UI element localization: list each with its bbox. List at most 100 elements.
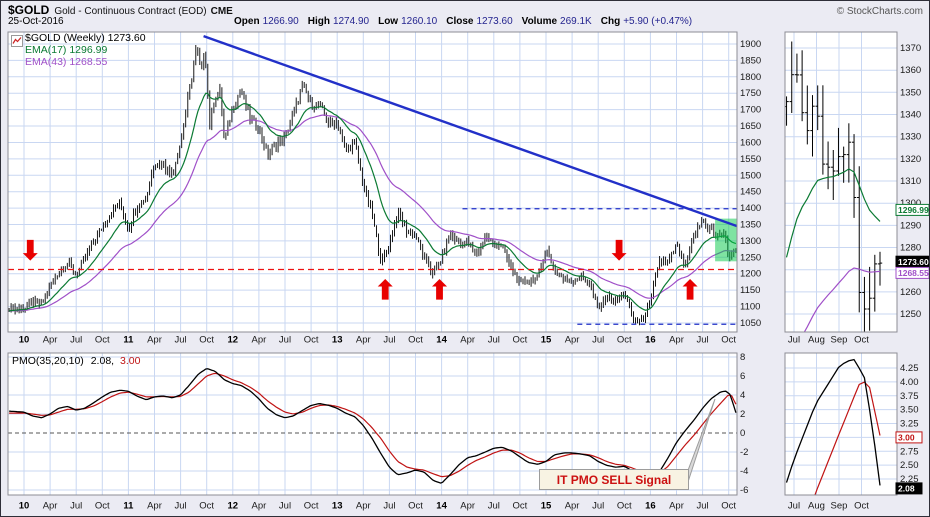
svg-text:2.25: 2.25 — [900, 474, 919, 485]
up-arrow — [682, 278, 698, 300]
down-trendline — [203, 34, 737, 228]
svg-text:0: 0 — [740, 428, 745, 439]
svg-text:Jul: Jul — [383, 335, 395, 346]
price-tag — [895, 203, 929, 216]
svg-text:10: 10 — [19, 501, 30, 512]
svg-text:Oct: Oct — [513, 501, 528, 512]
svg-text:10: 10 — [19, 335, 30, 346]
quote-value-volume: 269.1K — [560, 16, 592, 27]
svg-text:Jul: Jul — [488, 501, 500, 512]
svg-text:Apr: Apr — [460, 335, 475, 346]
svg-text:1260: 1260 — [900, 287, 921, 298]
ema43-line — [9, 114, 736, 312]
svg-text:Jul: Jul — [788, 335, 800, 346]
down-arrow — [22, 239, 38, 261]
svg-text:1280: 1280 — [900, 243, 921, 254]
svg-text:1330: 1330 — [900, 132, 921, 143]
quote-date: 25-Oct-2016 — [8, 16, 64, 27]
symbol: $GOLD — [8, 3, 50, 17]
svg-text:Apr: Apr — [565, 501, 580, 512]
up-arrow — [377, 278, 393, 300]
inset-price-bars — [785, 41, 883, 332]
svg-text:1340: 1340 — [900, 110, 921, 121]
pmo-signal-value: 3.00 — [120, 355, 141, 367]
exchange: CME — [210, 6, 233, 17]
svg-text:1050: 1050 — [740, 318, 761, 329]
svg-text:Oct: Oct — [513, 335, 528, 346]
svg-text:1100: 1100 — [740, 302, 760, 313]
svg-text:8: 8 — [740, 352, 745, 363]
svg-text:2: 2 — [740, 409, 745, 420]
svg-text:3.75: 3.75 — [900, 391, 919, 402]
svg-text:2.50: 2.50 — [900, 460, 919, 471]
svg-text:Oct: Oct — [617, 335, 632, 346]
svg-text:3.00: 3.00 — [898, 433, 915, 443]
gridlines — [8, 32, 897, 495]
svg-text:13: 13 — [332, 501, 343, 512]
quote-value-chg: +5.90 (+0.47%) — [623, 16, 693, 27]
quote-bar: 25-Oct-2016 Open 1266.90 High 1274.90 Lo… — [8, 16, 701, 28]
svg-text:1300: 1300 — [900, 198, 921, 209]
svg-text:-4: -4 — [740, 466, 748, 477]
svg-text:Apr: Apr — [147, 501, 162, 512]
svg-text:Oct: Oct — [199, 501, 214, 512]
svg-text:Apr: Apr — [43, 501, 58, 512]
inset-pmo-signal-line — [814, 381, 881, 495]
inset-ema43-line — [803, 267, 881, 332]
svg-text:Apr: Apr — [252, 501, 267, 512]
quote-label-open: Open — [234, 16, 260, 27]
svg-text:1800: 1800 — [740, 72, 761, 83]
inset-ema17-line — [785, 168, 881, 258]
svg-text:1350: 1350 — [740, 220, 761, 231]
symbol-description: Gold - Continuous Contract (EOD) — [54, 6, 207, 17]
svg-text:Aug: Aug — [808, 335, 825, 346]
panel-frame — [784, 352, 898, 496]
svg-text:Apr: Apr — [43, 335, 58, 346]
svg-text:1650: 1650 — [740, 121, 761, 132]
quote-label-high: High — [307, 16, 330, 27]
price-tag — [895, 482, 923, 495]
svg-text:Apr: Apr — [565, 335, 580, 346]
svg-text:Jul: Jul — [175, 501, 187, 512]
svg-text:Jul: Jul — [788, 501, 800, 512]
svg-text:1350: 1350 — [900, 87, 921, 98]
svg-text:1200: 1200 — [740, 269, 761, 280]
svg-text:1250: 1250 — [740, 252, 761, 263]
svg-text:Jul: Jul — [592, 335, 604, 346]
panel-frame — [7, 352, 738, 496]
svg-text:Sep: Sep — [831, 335, 848, 346]
svg-text:1850: 1850 — [740, 55, 761, 66]
svg-text:Jul: Jul — [488, 335, 500, 346]
svg-text:4: 4 — [740, 390, 745, 401]
svg-text:1296.99: 1296.99 — [898, 205, 929, 215]
svg-text:1310: 1310 — [900, 176, 921, 187]
svg-text:1300: 1300 — [740, 236, 761, 247]
svg-text:Oct: Oct — [408, 501, 423, 512]
svg-text:1320: 1320 — [900, 154, 921, 165]
svg-text:Jul: Jul — [592, 501, 604, 512]
svg-text:11: 11 — [123, 335, 134, 346]
panel-frame — [784, 31, 898, 333]
svg-text:1600: 1600 — [740, 137, 761, 148]
svg-text:Oct: Oct — [304, 501, 319, 512]
svg-text:1700: 1700 — [740, 105, 761, 116]
svg-text:Oct: Oct — [304, 335, 319, 346]
svg-text:-6: -6 — [740, 485, 748, 496]
svg-text:Jul: Jul — [175, 335, 187, 346]
svg-text:Jul: Jul — [697, 335, 709, 346]
svg-text:Oct: Oct — [199, 335, 214, 346]
svg-text:16: 16 — [645, 501, 656, 512]
svg-text:2.75: 2.75 — [900, 446, 919, 457]
svg-text:Jul: Jul — [383, 501, 395, 512]
svg-text:Oct: Oct — [617, 501, 632, 512]
svg-text:14: 14 — [436, 501, 447, 512]
svg-text:Apr: Apr — [669, 335, 684, 346]
svg-text:13: 13 — [332, 335, 343, 346]
svg-text:Apr: Apr — [356, 335, 371, 346]
pmo-sell-callout: IT PMO SELL Signal — [539, 469, 689, 490]
svg-text:1250: 1250 — [900, 309, 921, 320]
svg-text:1750: 1750 — [740, 88, 761, 99]
svg-text:3.25: 3.25 — [900, 419, 919, 430]
